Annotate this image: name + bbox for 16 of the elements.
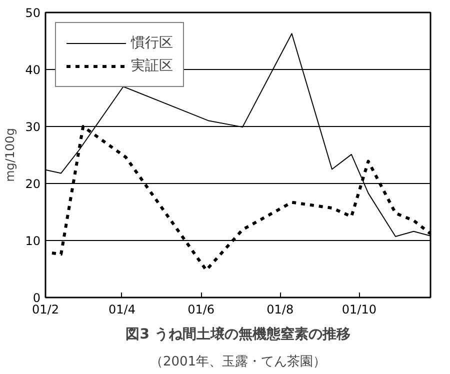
- legend-label: 実証区: [131, 57, 173, 75]
- legend-label: 慣行区: [131, 34, 173, 52]
- x-tick-label: 01/2: [32, 302, 59, 316]
- y-axis-title: mg/100g: [3, 128, 18, 182]
- y-tick-label: 50: [25, 6, 41, 20]
- y-tick-label: 20: [25, 177, 41, 191]
- x-tick-label: 01/6: [188, 302, 215, 316]
- text: （2001年、玉露・てん茶園）: [150, 354, 326, 370]
- x-tick-label: 01/4: [108, 302, 136, 316]
- y-tick-label: 0: [32, 291, 41, 305]
- x-tick-label: 01/8: [266, 302, 294, 316]
- y-tick-label: 10: [25, 234, 41, 248]
- x-tick-label: 01/10: [342, 302, 377, 316]
- y-tick-label: 30: [25, 120, 41, 134]
- y-tick-label: 40: [25, 63, 41, 77]
- text: 図3 うね間土壌の無機態窒素の推移: [126, 326, 350, 342]
